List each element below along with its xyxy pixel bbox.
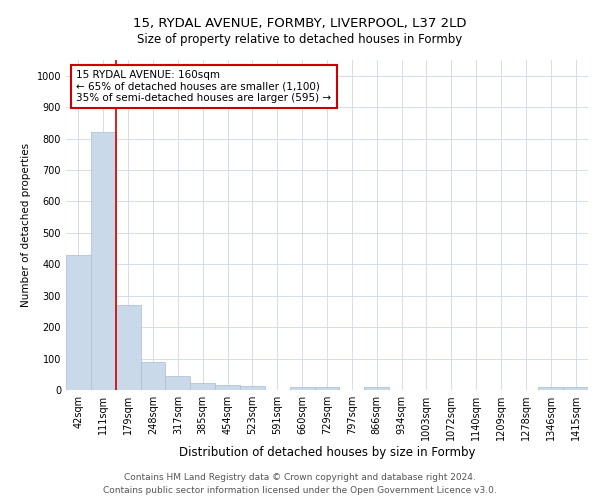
Bar: [563, 388, 588, 390]
Bar: [91, 132, 116, 390]
Bar: [66, 255, 91, 390]
Text: 15, RYDAL AVENUE, FORMBY, LIVERPOOL, L37 2LD: 15, RYDAL AVENUE, FORMBY, LIVERPOOL, L37…: [133, 18, 467, 30]
Bar: [538, 388, 563, 390]
Bar: [240, 386, 265, 390]
Bar: [140, 362, 166, 390]
Text: Contains HM Land Registry data © Crown copyright and database right 2024.
Contai: Contains HM Land Registry data © Crown c…: [103, 474, 497, 495]
Bar: [364, 387, 389, 390]
Text: 15 RYDAL AVENUE: 160sqm
← 65% of detached houses are smaller (1,100)
35% of semi: 15 RYDAL AVENUE: 160sqm ← 65% of detache…: [76, 70, 332, 103]
X-axis label: Distribution of detached houses by size in Formby: Distribution of detached houses by size …: [179, 446, 475, 459]
Text: Size of property relative to detached houses in Formby: Size of property relative to detached ho…: [137, 32, 463, 46]
Y-axis label: Number of detached properties: Number of detached properties: [21, 143, 31, 307]
Bar: [290, 387, 314, 390]
Bar: [314, 387, 340, 390]
Bar: [116, 305, 140, 390]
Bar: [190, 383, 215, 390]
Bar: [166, 376, 190, 390]
Bar: [215, 385, 240, 390]
